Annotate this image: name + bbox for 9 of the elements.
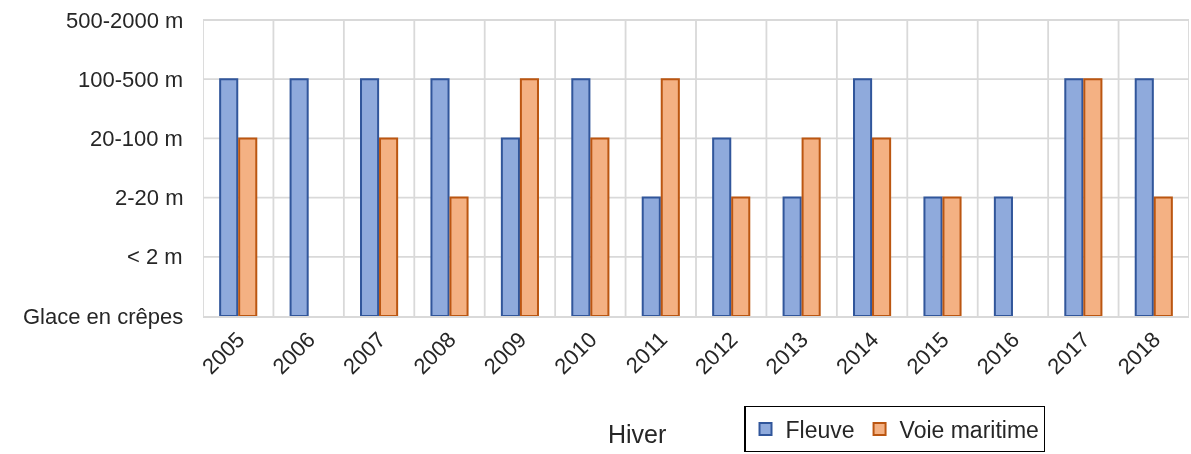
text: 100-500 m bbox=[78, 67, 184, 92]
text: 2-20 m bbox=[115, 185, 184, 210]
text: 500-2000 m bbox=[66, 8, 184, 33]
text: < 2 m bbox=[127, 244, 183, 269]
legend-label: Voie maritime bbox=[899, 416, 1039, 443]
text: Glace en crêpes bbox=[23, 304, 184, 329]
text: 20-100 m bbox=[90, 126, 183, 151]
x-axis-title: Hiver bbox=[608, 420, 667, 448]
legend-label: Fleuve bbox=[785, 416, 855, 443]
